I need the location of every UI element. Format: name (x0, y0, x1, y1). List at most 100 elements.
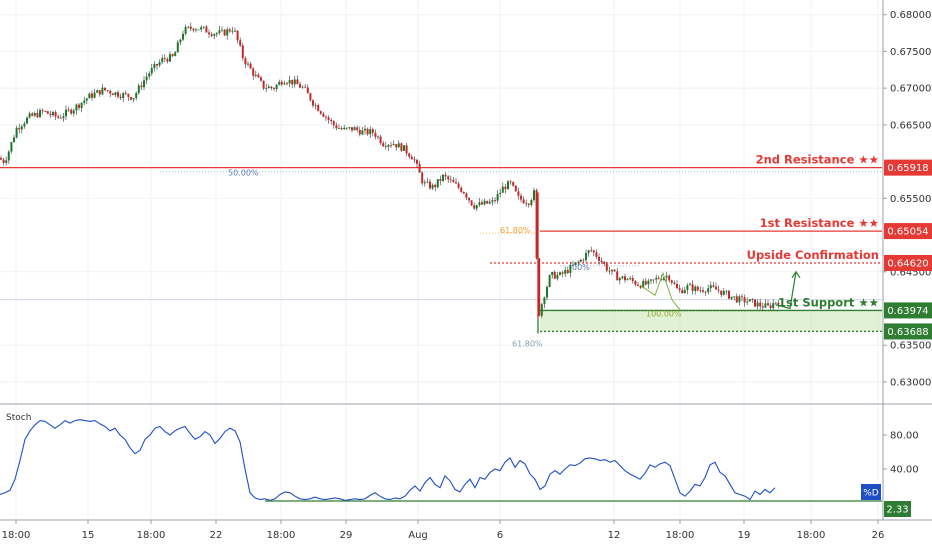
time-axis[interactable]: 18:00 15 18:00 22 18:00 29 Aug 6 12 18:00 19 18:00 2… (2, 520, 885, 541)
candle-body-25 (65, 109, 67, 117)
price-tick-1: 0.67500 (890, 47, 931, 58)
candle-body-107 (278, 81, 281, 85)
candle-body-179 (465, 193, 468, 198)
candle-body-83 (215, 33, 218, 35)
candle-body-290 (754, 299, 756, 307)
candle-body-183 (475, 205, 478, 209)
candle-body-106 (275, 84, 278, 90)
stoch-d-badge (861, 484, 881, 500)
candle-body-287 (746, 301, 749, 303)
candle-body-165 (429, 181, 431, 189)
candle-body-128 (332, 121, 335, 126)
candle-body-282 (733, 296, 736, 298)
candle-body-66 (171, 54, 174, 57)
price-tick-3: 0.66500 (890, 120, 931, 131)
candle-body-299 (777, 302, 780, 305)
candle-body-144 (374, 132, 377, 137)
candle-body-82 (213, 34, 216, 36)
stoch-tick-0: 80.00 (890, 431, 919, 442)
candle-body-74 (192, 28, 195, 31)
candle-body-273 (709, 285, 712, 289)
candle-body-159 (413, 159, 416, 161)
candle-body-52 (135, 93, 138, 99)
candle-body-220 (572, 264, 574, 266)
candle-body-72 (187, 26, 190, 28)
candle-body-150 (390, 145, 392, 146)
candle-body-274 (712, 285, 715, 287)
candle-body-271 (704, 291, 707, 293)
candle-body-279 (725, 290, 728, 292)
candle-body-4 (10, 142, 13, 152)
candle-body-48 (124, 93, 127, 95)
candle-body-61 (158, 62, 161, 66)
candle-body-218 (566, 269, 569, 273)
candle-body-42 (109, 90, 112, 94)
candle-body-24 (62, 116, 65, 119)
price-tag-text-2: 0.64620 (887, 259, 928, 270)
candle-body-126 (327, 117, 330, 120)
candle-body-44 (114, 92, 117, 96)
candle-body-269 (699, 290, 702, 292)
candle-body-239 (621, 276, 624, 279)
candle-body-53 (137, 85, 140, 94)
candle-body-119 (309, 93, 312, 101)
price-tick-7: 0.63000 (890, 377, 931, 388)
stoch-axis[interactable]: 80.00 40.00 (883, 431, 919, 476)
candle-body-75 (195, 29, 197, 31)
candle-body-28 (72, 110, 75, 114)
candle-body-167 (434, 184, 437, 188)
price-axis[interactable]: 0.68000 0.67500 0.67000 0.66500 0.65500 0.645… (883, 10, 931, 388)
candle-body-158 (410, 156, 413, 160)
candle-body-104 (270, 86, 273, 89)
time-tick-6: Aug (408, 530, 428, 541)
candle-body-96 (249, 63, 252, 69)
candle-body-89 (231, 30, 234, 32)
candle-body-98 (254, 74, 257, 76)
candle-body-140 (364, 128, 366, 131)
candle-body-21 (54, 112, 57, 117)
candle-body-99 (257, 74, 260, 78)
candle-body-58 (150, 68, 153, 74)
candle-body-266 (691, 284, 694, 291)
candle-body-276 (717, 289, 720, 291)
time-tick-11: 18:00 (797, 530, 826, 541)
candle-body-156 (405, 145, 408, 154)
candle-body-227 (590, 250, 593, 252)
candle-body-286 (743, 297, 746, 303)
time-tick-5: 29 (340, 530, 353, 541)
time-tick-1: 15 (82, 530, 95, 541)
pattern-arrow (639, 271, 681, 311)
candle-body-1 (2, 159, 5, 163)
candle-body-0 (0, 157, 2, 160)
stoch-line (0, 419, 776, 501)
candle-body-85 (221, 29, 223, 31)
candle-body-39 (101, 87, 104, 95)
candle-body-27 (70, 109, 73, 114)
price-tag-text-0: 0.65918 (887, 163, 928, 174)
price-tag-text-1: 0.65054 (887, 227, 928, 238)
candle-body-155 (403, 145, 405, 151)
candle-body-116 (301, 86, 304, 88)
candle-body-285 (741, 296, 743, 298)
candle-body-212 (551, 271, 554, 276)
candle-body-15 (39, 110, 41, 118)
candle-body-31 (80, 102, 83, 108)
fibonacci-labels: 50.00% 61.80% 00% 100.00% 61.80% (228, 169, 682, 349)
price-tag-0 (884, 159, 932, 176)
candle-body-297 (772, 303, 775, 309)
candle-body-259 (673, 282, 676, 285)
candle-body-32 (83, 100, 86, 103)
candle-body-185 (481, 202, 483, 205)
candle-body-102 (265, 88, 268, 90)
candle-body-34 (88, 93, 91, 99)
time-tick-7: 6 (497, 530, 503, 541)
candle-body-230 (598, 256, 600, 261)
candle-body-7 (18, 127, 21, 130)
candle-body-234 (608, 270, 611, 272)
candle-body-121 (314, 105, 317, 106)
candle-body-88 (228, 29, 231, 32)
candle-body-268 (696, 286, 699, 291)
candle-body-231 (600, 260, 603, 263)
candle-body-124 (322, 113, 325, 117)
